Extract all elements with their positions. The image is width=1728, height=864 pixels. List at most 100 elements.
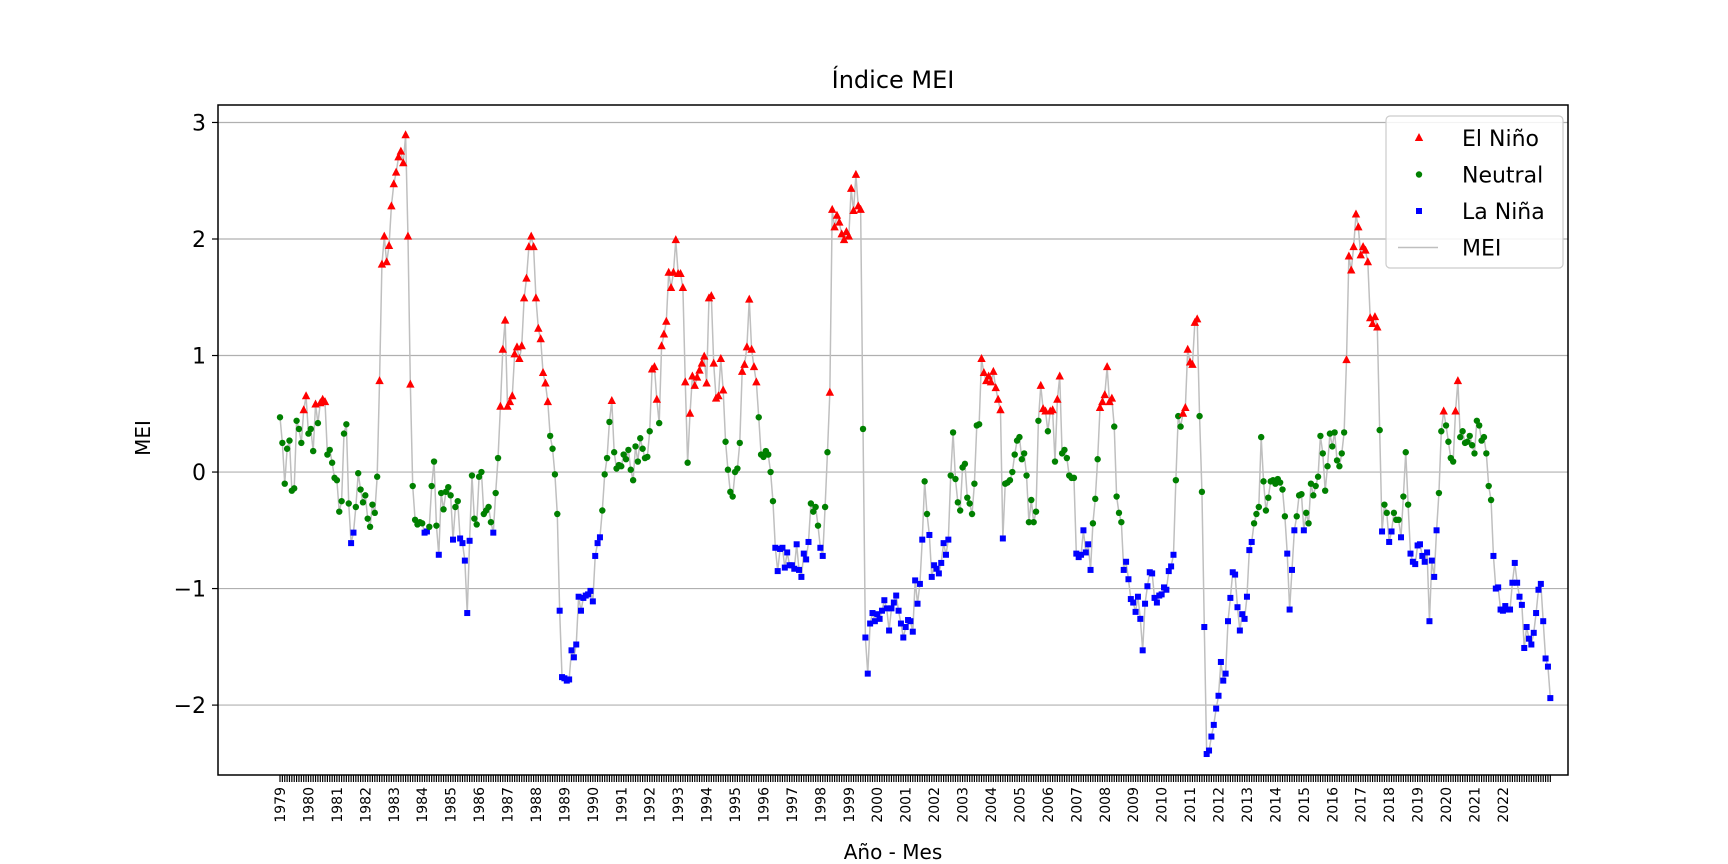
el-nino-point (718, 385, 728, 394)
la-nina-point (1516, 593, 1523, 600)
el-nino-point (1451, 406, 1460, 415)
el-nino-point (844, 231, 853, 240)
el-nino-point (1368, 319, 1377, 328)
neutral-point (1480, 433, 1488, 441)
el-nino-point (1347, 265, 1356, 274)
el-nino-point (828, 204, 837, 213)
la-nina-point (1246, 547, 1253, 554)
neutral-point (340, 430, 348, 437)
la-nina-point (573, 641, 580, 648)
el-nino-point (740, 359, 749, 368)
x-tick-label: 2004 (984, 787, 1000, 823)
la-nina-point (1139, 647, 1146, 654)
chart-title: Índice MEI (832, 65, 955, 94)
neutral-point (1333, 457, 1341, 464)
la-nina-point (457, 535, 464, 542)
neutral-point (1466, 432, 1473, 440)
x-tick-label: 1983 (387, 787, 403, 823)
el-nino-point (505, 397, 515, 406)
la-nina-point (1163, 586, 1170, 593)
neutral-point (610, 449, 618, 456)
neutral-point (1404, 501, 1412, 508)
el-nino-point (1102, 362, 1112, 371)
la-nina-point (1507, 606, 1514, 613)
legend-label: MEI (1462, 237, 1501, 262)
neutral-point (492, 489, 499, 497)
neutral-point (1011, 451, 1018, 458)
la-nina-point (874, 611, 881, 618)
la-nina-point (912, 577, 919, 584)
el-nino-point (515, 354, 524, 363)
neutral-point (1310, 492, 1317, 499)
neutral-point (1063, 454, 1071, 462)
el-nino-point (749, 362, 759, 371)
el-nino-point (1048, 405, 1057, 414)
neutral-point (1113, 493, 1120, 500)
neutral-point (966, 500, 973, 507)
neutral-point (364, 515, 371, 522)
y-tick-label: 0 (192, 461, 206, 486)
neutral-point (634, 458, 642, 465)
neutral-point (1442, 422, 1450, 429)
el-nino-point (1098, 397, 1107, 406)
neutral-point (454, 497, 461, 505)
la-nina-point (897, 620, 904, 627)
neutral-point (1293, 513, 1300, 520)
la-nina-point (1547, 695, 1554, 702)
neutral-point (1035, 417, 1042, 424)
el-nino-point (688, 371, 697, 380)
neutral-point (549, 445, 556, 452)
neutral-point (328, 459, 336, 466)
la-nina-point (1412, 561, 1419, 568)
la-nina-point (1388, 528, 1395, 535)
x-tick-label: 1995 (728, 787, 744, 823)
y-axis-label: MEI (131, 420, 155, 456)
el-nino-point (1181, 402, 1190, 411)
la-nina-point (1291, 527, 1298, 534)
neutral-point (487, 518, 495, 526)
la-nina-point (871, 618, 878, 625)
neutral-point (606, 418, 613, 426)
legend-label: Neutral (1462, 164, 1543, 189)
x-tick-label: 2020 (1439, 787, 1455, 823)
el-nino-point (690, 380, 699, 389)
la-nina-point (1490, 552, 1497, 559)
el-nino-point (508, 391, 517, 400)
neutral-point (1111, 423, 1118, 430)
neutral-point (1438, 428, 1445, 435)
neutral-point (622, 456, 630, 463)
el-nino-point (695, 365, 704, 374)
la-nina-point (1379, 528, 1386, 535)
x-tick-label: 2010 (1155, 787, 1171, 823)
el-nino-point (380, 231, 389, 240)
el-nino-point (977, 354, 986, 363)
la-nina-point (1419, 552, 1426, 559)
neutral-point (283, 445, 291, 452)
el-nino-point (837, 229, 846, 238)
x-tick-label: 1985 (444, 787, 460, 823)
el-nino-point (1344, 251, 1354, 260)
y-tick-label: 2 (192, 228, 206, 253)
neutral-point (1483, 450, 1490, 457)
neutral-point (1025, 518, 1033, 526)
neutral-point (1172, 477, 1180, 484)
la-nina-point (435, 551, 442, 558)
neutral-point (1395, 516, 1402, 524)
neutral-point (1324, 463, 1331, 470)
el-nino-point (669, 267, 678, 276)
el-nino-point (1100, 390, 1109, 399)
neutral-point (1279, 486, 1286, 493)
la-nina-point (1220, 677, 1227, 684)
la-nina-point (1206, 747, 1213, 754)
neutral-point (1321, 487, 1329, 494)
neutral-point (1457, 433, 1464, 441)
neutral-point (1118, 518, 1125, 526)
neutral-point (1298, 490, 1305, 498)
el-nino-point (536, 334, 545, 343)
el-nino-point (519, 293, 529, 302)
neutral-point (1051, 458, 1059, 465)
la-nina-point (796, 566, 803, 573)
el-nino-point (657, 341, 666, 350)
la-nina-point (781, 564, 788, 571)
la-nina-point (1286, 606, 1293, 613)
